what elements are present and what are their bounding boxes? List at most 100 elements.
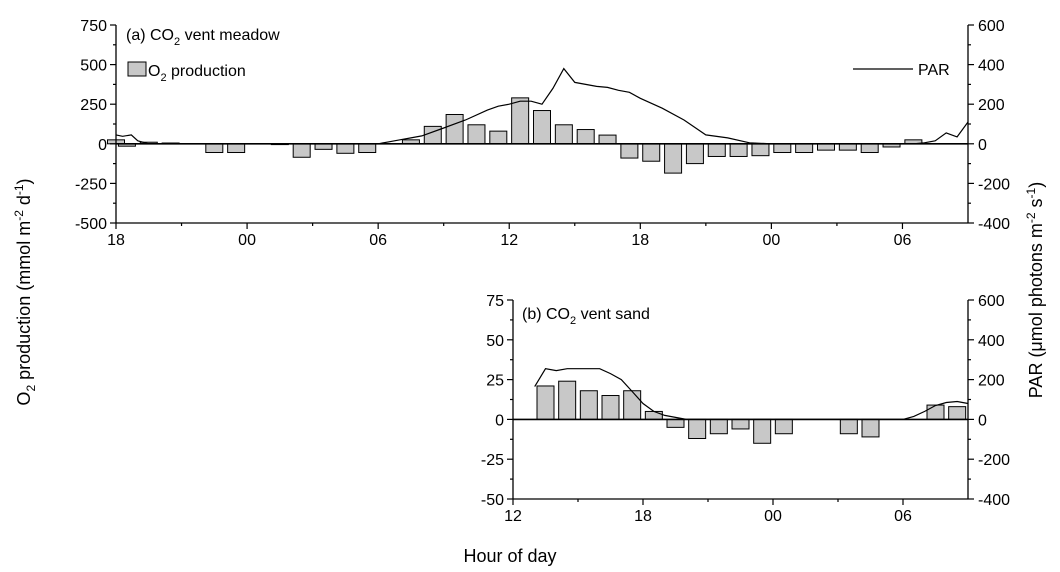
ylabel-right-mu: μ <box>1026 341 1046 351</box>
legend-bar-label: O2 production <box>148 63 246 84</box>
legend-bar-label-sub: 2 <box>160 72 166 84</box>
y-axis-title-left: O2 production (mmol m-2 d-1) <box>12 178 38 405</box>
bar-a-26 <box>729 143 748 157</box>
bar-a-9 <box>336 143 355 154</box>
bar-a-10 <box>358 143 377 154</box>
bar-b-11 <box>774 418 793 435</box>
bar-a-22 <box>642 143 661 162</box>
y2-tick-label-a-4: -200 <box>978 176 1010 193</box>
bar-a-16 <box>511 97 530 145</box>
legend-bar-swatch <box>127 61 147 77</box>
ylabel-left-mid: production (mmol m <box>14 221 34 385</box>
bar-a-17 <box>533 110 551 145</box>
legend-bar-label-pre: O <box>148 63 160 80</box>
legend-bar-label-post: production <box>167 63 246 80</box>
panel-title-pre-a: (a) CO <box>126 27 174 44</box>
panel-title-sub-b: 2 <box>570 315 576 327</box>
x-tick-label-b-2: 00 <box>764 508 782 525</box>
x-tick-label-b-3: 06 <box>894 508 912 525</box>
panel-title-a: (a) CO2 vent meadow <box>126 27 280 48</box>
bar-a-30 <box>817 143 835 151</box>
ylabel-left-sub: 2 <box>24 385 38 392</box>
bar-a-5 <box>227 143 246 154</box>
y2-tick-label-b-4: -200 <box>978 452 1010 469</box>
bar-b-7 <box>688 418 707 440</box>
y2-tick-label-a-2: 200 <box>978 97 1005 114</box>
ylabel-left-mid2: d <box>14 195 34 210</box>
y2-tick-label-b-1: 400 <box>978 333 1005 350</box>
y-tick-label-a-1: 500 <box>80 58 107 75</box>
y-tick-label-b-1: 50 <box>486 333 504 350</box>
y-tick-label-b-5: -50 <box>481 492 504 509</box>
bar-b-12 <box>839 418 858 435</box>
bar-a-13 <box>445 113 464 145</box>
y-tick-label-a-5: -500 <box>75 216 107 233</box>
bar-b-9 <box>731 418 750 430</box>
bar-b-6 <box>666 418 685 428</box>
bar-a-27 <box>751 143 770 157</box>
bar-a-24 <box>685 143 704 165</box>
bar-a-18 <box>554 124 573 145</box>
y-tick-label-a-2: 250 <box>80 97 107 114</box>
x-tick-label-a-3: 12 <box>500 232 518 249</box>
y2-tick-label-a-3: 0 <box>978 137 987 154</box>
ylabel-right-sup2: -1 <box>1024 187 1038 198</box>
bar-a-19 <box>576 129 595 145</box>
bar-b-2 <box>579 390 598 420</box>
bar-a-15 <box>489 130 508 145</box>
bar-a-12 <box>423 125 442 145</box>
y-tick-label-a-4: -250 <box>75 176 107 193</box>
panel-title-b: (b) CO2 vent sand <box>522 306 650 327</box>
y-tick-label-b-4: -25 <box>481 452 504 469</box>
bar-a-7 <box>292 143 311 158</box>
ylabel-right-mid: mol photons m <box>1026 223 1046 341</box>
x-tick-label-a-5: 00 <box>762 232 780 249</box>
y2-tick-label-b-3: 0 <box>978 412 987 429</box>
y-tick-label-a-0: 750 <box>80 18 107 35</box>
par-line-a <box>115 67 969 145</box>
bar-a-29 <box>795 143 814 154</box>
bar-a-32 <box>860 143 879 154</box>
panel-title-sub-a: 2 <box>174 36 180 48</box>
x-tick-label-a-4: 18 <box>631 232 649 249</box>
bar-a-23 <box>664 143 683 174</box>
bar-b-3 <box>601 395 620 420</box>
bar-a-31 <box>838 143 857 151</box>
y2-tick-label-b-5: -400 <box>978 492 1010 509</box>
bar-b-15 <box>948 406 967 420</box>
y-tick-label-a-3: 0 <box>98 137 107 154</box>
x-tick-label-a-6: 06 <box>894 232 912 249</box>
bar-a-14 <box>467 124 486 145</box>
x-tick-label-b-1: 18 <box>634 508 652 525</box>
legend-line-label: PAR <box>918 62 950 79</box>
bar-b-13 <box>861 418 880 438</box>
panel-title-post-b: vent sand <box>576 306 650 323</box>
y-axis-title-right: PAR (μmol photons m-2 s-1) <box>1024 182 1046 398</box>
bar-a-25 <box>707 143 726 157</box>
ylabel-left-pre: O <box>14 392 34 406</box>
ylabel-left-sup2: -1 <box>12 184 26 195</box>
x-axis-title: Hour of day <box>463 546 556 566</box>
panel-title-post-a: vent meadow <box>180 27 280 44</box>
y-tick-label-b-2: 25 <box>486 373 504 390</box>
y2-tick-label-a-0: 600 <box>978 18 1005 35</box>
bar-b-10 <box>753 418 772 444</box>
bar-a-28 <box>773 143 792 154</box>
y-tick-label-b-0: 75 <box>486 293 504 310</box>
y2-tick-label-a-5: -400 <box>978 216 1010 233</box>
x-tick-label-b-0: 12 <box>504 508 522 525</box>
x-tick-label-a-0: 18 <box>107 232 125 249</box>
bar-b-1 <box>558 380 577 420</box>
bar-b-5 <box>644 410 663 420</box>
ylabel-left-sup1: -2 <box>12 210 26 221</box>
panel-b-sand: 75 50 25 0 -25 -50 600 400 200 0 -200 -400 12 18 00 06 (… <box>481 293 1010 525</box>
y2-tick-label-a-1: 400 <box>978 58 1005 75</box>
par-line-b <box>534 368 969 420</box>
bar-a-21 <box>620 143 639 159</box>
bar-b-8 <box>709 418 728 435</box>
ylabel-right-mid2: s <box>1026 198 1046 212</box>
bar-a-4 <box>205 143 224 154</box>
ylabel-right-post: ) <box>1026 182 1046 188</box>
x-tick-label-a-1: 00 <box>238 232 256 249</box>
